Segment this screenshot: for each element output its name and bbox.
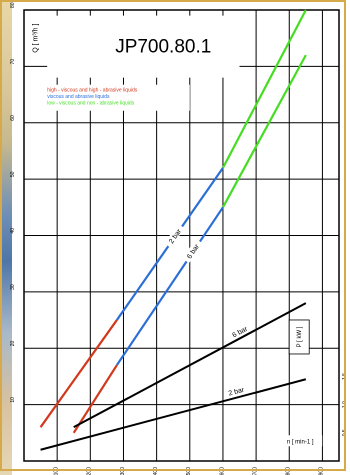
x-tick-label: 500 [186, 467, 192, 475]
left-background-strip [0, 0, 12, 475]
p-tick-label: 0.5 [342, 429, 348, 436]
q-curve-segment [221, 54, 307, 208]
chart-title: JP700.80.1 [115, 36, 211, 57]
p-curve [40, 378, 307, 451]
p-2bar-label: 2 bar [228, 387, 246, 398]
q-tick-label: 70 [10, 59, 16, 65]
x-tick-label: 200 [87, 467, 93, 475]
q-tick-label: 30 [10, 284, 16, 290]
title-background [47, 15, 240, 78]
q-axis-label: Q [ m³/h ] [32, 24, 39, 53]
q-tick-label: 80 [10, 2, 16, 8]
x-tick-label: 700 [252, 467, 258, 475]
p-tick-label: 1.0 [342, 401, 348, 408]
p-tick-label: 1.5 [342, 373, 348, 380]
q-tick-label: 50 [10, 171, 16, 177]
legend-entry: low - viscous and non - abrasive liquids [47, 101, 134, 107]
x-tick-label: 900 [319, 467, 325, 475]
x-tick-label: 400 [153, 467, 159, 475]
q-curve-segment [72, 364, 118, 434]
p-axis-label-box [288, 319, 310, 355]
legend-entry: viscous and abrasive liquids [47, 94, 110, 100]
q-tick-label: 20 [10, 340, 16, 346]
x-tick-label: 100 [53, 467, 59, 475]
q-tick-label: 60 [10, 115, 16, 121]
x-tick-label: 300 [120, 467, 126, 475]
x-axis-label: n [ min-1 ] [287, 439, 314, 445]
p-curve [73, 302, 307, 429]
q-tick-label: 10 [10, 397, 16, 403]
q-6bar-label-background [182, 238, 203, 264]
q-curve-segment [39, 319, 118, 428]
legend-entry: high - viscous and high - abrasive liqui… [47, 88, 138, 94]
q-curve-segment [221, 9, 307, 169]
x-axis-label-background [278, 435, 323, 447]
x-tick-label: 600 [219, 467, 225, 475]
x-tick-label: 800 [286, 467, 292, 475]
q-curve-segment [115, 206, 224, 366]
p-axis-label: P [ kW ] [297, 326, 303, 347]
q-tick-label: 40 [10, 228, 16, 234]
q-2bar-label-background [164, 223, 185, 248]
legend-background [43, 84, 190, 111]
